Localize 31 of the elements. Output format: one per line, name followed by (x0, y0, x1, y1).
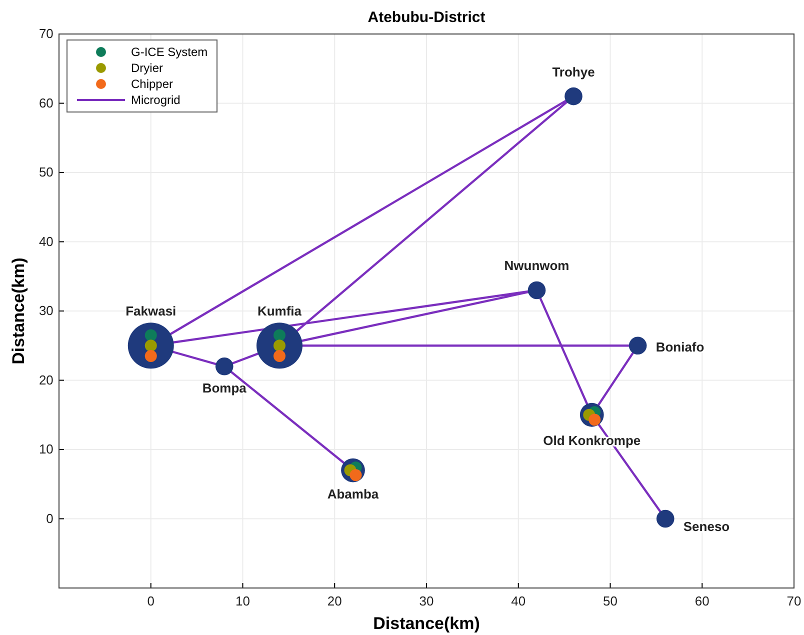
x-axis-title: Distance(km) (373, 614, 480, 633)
x-tick-label: 70 (786, 593, 802, 608)
y-tick-label: 70 (38, 26, 54, 42)
y-tick-label: 0 (46, 510, 54, 526)
y-tick-label: 20 (38, 372, 54, 388)
x-tick-label: 30 (419, 593, 434, 608)
x-tick-label: 10 (236, 593, 250, 608)
chart-title: Atebubu-District (368, 9, 486, 26)
y-axis-title: Distance(km) (9, 258, 28, 364)
x-tick-label: 0 (147, 593, 154, 608)
legend-label: Chipper (131, 77, 174, 91)
annotation: Kumfia (257, 304, 302, 319)
x-tick-label: 40 (511, 593, 526, 608)
annotation: Boniafo (656, 340, 704, 355)
annotation: Bompa (202, 380, 248, 396)
y-tick-label: 30 (38, 303, 54, 318)
y-tick-label: 60 (38, 95, 54, 110)
annotation: Trohye (552, 64, 595, 80)
x-tick-label: 60 (694, 593, 710, 608)
legend-label: G-ICE System (131, 45, 208, 59)
y-tick-label: 10 (38, 442, 54, 457)
legend-label: Dryier (131, 61, 163, 75)
y-tick-label: 50 (38, 164, 54, 180)
legend-label: Microgrid (131, 93, 180, 107)
x-tick-label: 50 (603, 593, 618, 608)
y-tick-label: 40 (38, 234, 54, 249)
annotation: Nwunwom (504, 258, 570, 274)
x-tick-label: 20 (327, 593, 342, 608)
annotation: Abamba (327, 486, 380, 502)
annotation: Seneso (683, 518, 730, 534)
annotation: Fakwasi (126, 304, 176, 319)
